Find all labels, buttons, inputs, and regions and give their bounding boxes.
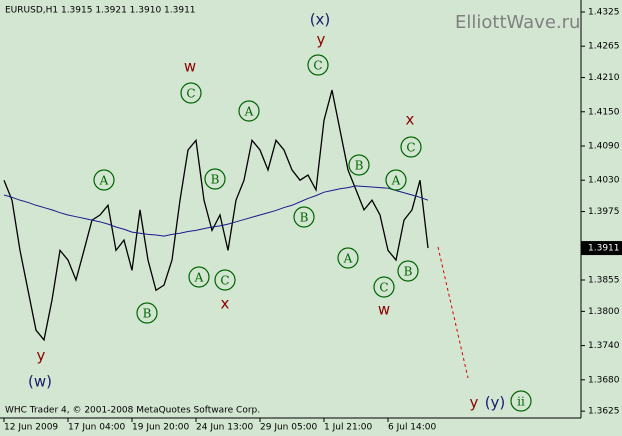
wave-circle — [188, 266, 210, 288]
wave-label: x — [221, 295, 230, 313]
wave-label: C — [379, 281, 388, 295]
wave-label: B — [143, 307, 152, 321]
degree-label: (y) — [485, 394, 506, 412]
wave-circle — [348, 154, 370, 176]
wave-circle — [397, 260, 419, 282]
degree-label: (x) — [310, 11, 331, 29]
x-tick-label: 6 Jul 14:00 — [388, 423, 437, 433]
watermark: ElliottWave.ru — [455, 12, 580, 33]
wave-label: y — [37, 347, 46, 365]
x-tick-label: 19 Jun 20:00 — [132, 423, 189, 433]
y-tick-label: 1.3975 — [588, 207, 620, 217]
wave-circle — [214, 269, 236, 291]
wave-label: A — [194, 271, 204, 285]
wave-circle — [307, 54, 329, 76]
wave-label: x — [406, 111, 415, 129]
wave-label: A — [99, 174, 109, 188]
wave-label: y — [470, 394, 479, 412]
wave-label: A — [343, 252, 353, 266]
wave-label: ii — [517, 395, 525, 409]
wave-label: C — [406, 141, 415, 155]
forecast-line — [437, 246, 469, 379]
wave-label: w — [378, 301, 390, 319]
degree-label: (w) — [28, 373, 52, 391]
wave-label: B — [404, 265, 413, 279]
y-tick-label: 1.3740 — [588, 341, 620, 351]
wave-circle — [510, 390, 532, 412]
x-tick-label: 17 Jun 04:00 — [68, 423, 125, 433]
wave-circle — [385, 169, 407, 191]
y-tick-label: 1.3800 — [588, 307, 620, 317]
y-tick-label: 1.3625 — [588, 407, 620, 417]
current-price-label: 1.3911 — [588, 244, 620, 254]
chart-title: EURUSD,H1 1.3915 1.3921 1.3910 1.3911 — [5, 6, 196, 16]
wave-circle — [136, 302, 158, 324]
x-tick-label: 1 Jul 21:00 — [324, 423, 373, 433]
current-price-box — [581, 241, 622, 256]
wave-label: B — [211, 173, 220, 187]
y-tick-label: 1.4090 — [588, 141, 620, 151]
footer: WHC Trader 4, © 2001-2008 MetaQuotes Sof… — [5, 406, 260, 416]
wave-label: C — [186, 87, 195, 101]
wave-circle — [238, 100, 260, 122]
wave-label: w — [184, 58, 196, 76]
wave-circle — [337, 247, 359, 269]
wave-circle — [400, 136, 422, 158]
wave-label: C — [313, 59, 322, 73]
y-tick-label: 1.4210 — [588, 73, 620, 83]
wave-circle — [373, 276, 395, 298]
x-tick-label: 24 Jun 13:00 — [196, 423, 253, 433]
wave-circle — [204, 168, 226, 190]
wave-circle — [293, 206, 315, 228]
wave-label: y — [317, 31, 326, 49]
wave-label: A — [244, 105, 254, 119]
wave-label: C — [220, 274, 229, 288]
y-tick-label: 1.4265 — [588, 42, 620, 52]
y-tick-label: 1.4325 — [588, 7, 620, 17]
wave-label: B — [300, 211, 309, 225]
wave-circle — [180, 82, 202, 104]
moving-average — [3, 185, 429, 237]
wave-label: B — [355, 159, 364, 173]
y-tick-label: 1.4030 — [588, 176, 620, 186]
price-line — [3, 89, 429, 342]
x-tick-label: 12 Jun 2009 — [4, 423, 58, 433]
y-tick-label: 1.3855 — [588, 275, 620, 285]
wave-label: A — [391, 174, 401, 188]
x-tick-label: 29 Jun 05:00 — [260, 423, 317, 433]
wave-circle — [93, 169, 115, 191]
y-tick-label: 1.3680 — [588, 375, 620, 385]
y-tick-label: 1.4150 — [588, 107, 620, 117]
